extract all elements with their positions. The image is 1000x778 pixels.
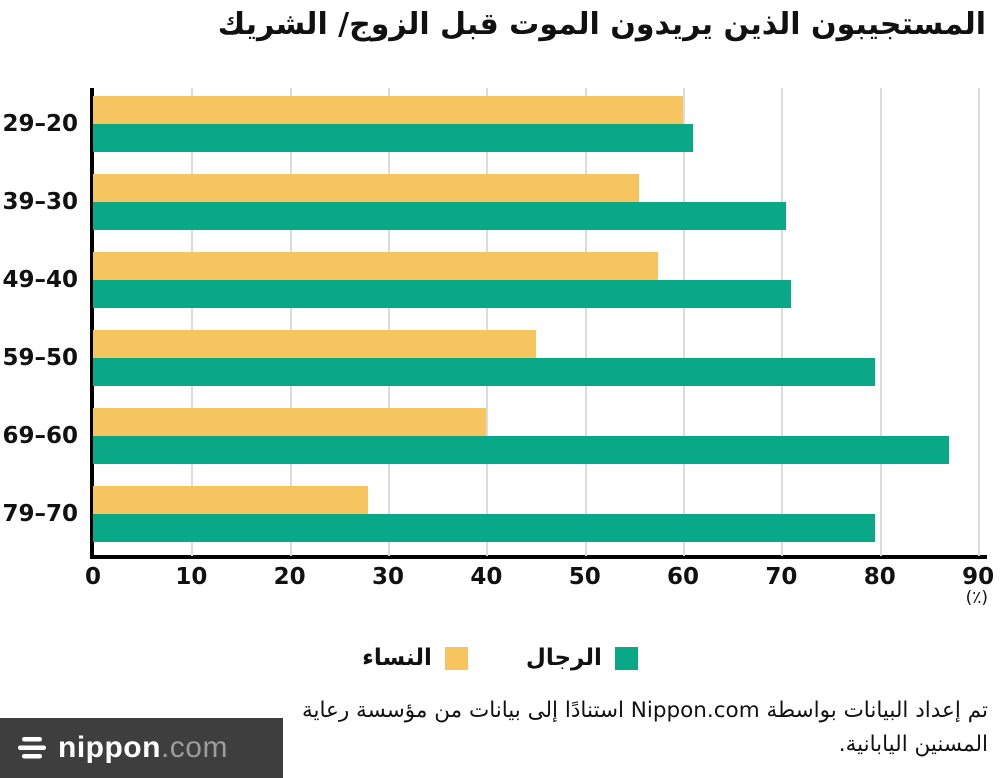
legend-swatch [614, 646, 638, 670]
legend-item: النساء [362, 645, 468, 671]
bar-chart: 29–20 39–30 49–40 59–50 69–60 79–70 0 10 20 30 40… [0, 88, 1000, 633]
bar-women [93, 174, 639, 202]
y-axis-line [90, 88, 94, 559]
y-axis-label: 59–50 [2, 345, 78, 371]
nippon-brand-bar: nippon.com [0, 718, 283, 778]
legend-item: الرجال [526, 645, 638, 671]
brand-name-bold: nippon [58, 731, 161, 764]
gridline [879, 88, 882, 556]
bar-men [93, 124, 693, 152]
x-axis-unit-label: (٪) [965, 588, 988, 608]
brand-name-light: .com [160, 731, 228, 764]
bar-women [93, 486, 369, 514]
bar-group: 59–50 [2, 322, 985, 400]
gridline [683, 88, 686, 556]
bar-men [93, 514, 875, 542]
legend: الرجال النساء [0, 645, 1000, 671]
x-tick-label: 20 [273, 564, 306, 590]
y-axis-label: 79–70 [2, 501, 78, 527]
x-tick-label: 30 [372, 564, 405, 590]
gridline [584, 88, 587, 556]
x-tick-label: 70 [765, 564, 798, 590]
y-axis-label: 39–30 [2, 189, 78, 215]
gridline [191, 88, 194, 556]
bar-men [93, 280, 792, 308]
gridline [486, 88, 489, 556]
bar-women [93, 330, 536, 358]
plot-area: 29–20 39–30 49–40 59–50 69–60 79–70 [2, 88, 985, 556]
bar-women [93, 252, 659, 280]
x-tick-label: 10 [175, 564, 208, 590]
nippon-logo-icon [18, 737, 46, 759]
legend-label: النساء [362, 645, 432, 671]
gridline [289, 88, 292, 556]
chart-title: المستجيبون الذين يريدون الموت قبل الزوج/… [217, 7, 986, 42]
gridline [978, 88, 981, 556]
bar-group: 29–20 [2, 88, 985, 166]
gridline [388, 88, 391, 556]
x-tick-label: 90 [962, 564, 995, 590]
source-note-line1: تم إعداد البيانات بواسطة Nippon.com استن… [301, 698, 988, 723]
x-tick-label: 40 [470, 564, 503, 590]
bar-men [93, 358, 875, 386]
x-tick-label: 0 [84, 564, 102, 590]
bar-group: 49–40 [2, 244, 985, 322]
bar-women [93, 96, 684, 124]
x-tick-label: 80 [863, 564, 896, 590]
y-axis-label: 49–40 [2, 267, 78, 293]
gridline [781, 88, 784, 556]
y-axis-label: 69–60 [2, 423, 78, 449]
legend-swatch [444, 646, 468, 670]
source-note-line2: المسنين اليابانية. [838, 732, 988, 758]
y-axis-label: 29–20 [2, 111, 78, 137]
bar-women [93, 408, 487, 436]
legend-label: الرجال [525, 645, 602, 671]
bar-group: 69–60 [2, 400, 985, 478]
x-axis-line [90, 555, 987, 559]
source-note: تم إعداد البيانات بواسطة Nippon.com استن… [208, 694, 988, 763]
bar-group: 39–30 [2, 166, 985, 244]
brand-name: nippon.com [58, 731, 228, 765]
bar-group: 79–70 [2, 478, 985, 556]
x-tick-label: 60 [667, 564, 700, 590]
bar-men [93, 436, 949, 464]
bar-men [93, 202, 787, 230]
x-tick-label: 50 [568, 564, 601, 590]
